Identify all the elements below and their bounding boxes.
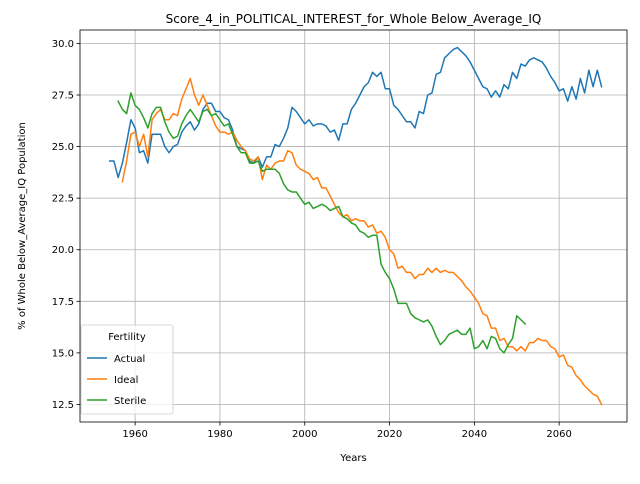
x-tick-label: 2060 <box>546 429 571 440</box>
series-line-sterile <box>117 92 527 354</box>
legend-items: Actual Ideal Sterile <box>87 354 146 407</box>
y-tick-label: 12.5 <box>52 400 74 411</box>
y-tick-label: 20.0 <box>52 245 74 256</box>
legend-label-actual: Actual <box>114 354 145 365</box>
axis-ticks: 1960 1980 2000 2020 2040 2060 12.5 15.0 17.5 20.0… <box>52 39 572 440</box>
legend-title: Fertility <box>108 332 146 343</box>
x-tick-label: 1980 <box>207 429 232 440</box>
y-tick-label: 22.5 <box>52 194 74 205</box>
series-line-actual <box>108 46 603 179</box>
chart-title: Score_4_in_POLITICAL_INTEREST_for_Whole … <box>166 12 542 26</box>
series-line-ideal <box>121 77 603 406</box>
legend-label-ideal: Ideal <box>114 375 138 386</box>
x-axis-label: Years <box>339 453 366 464</box>
x-tick-label: 2040 <box>462 429 487 440</box>
plot-frame <box>79 29 628 423</box>
series-lines <box>108 46 603 406</box>
y-tick-label: 25.0 <box>52 142 74 153</box>
x-tick-label: 1960 <box>122 429 147 440</box>
y-tick-label: 15.0 <box>52 348 74 359</box>
legend-label-sterile: Sterile <box>114 396 146 407</box>
legend-box <box>80 324 174 415</box>
y-tick-label: 27.5 <box>52 90 74 101</box>
y-tick-label: 30.0 <box>52 39 74 50</box>
y-axis-label: % of Whole Below_Average_IQ Population <box>17 122 28 330</box>
legend: Fertility Actual Ideal Sterile <box>80 324 174 415</box>
y-tick-label: 17.5 <box>52 297 74 308</box>
x-tick-label: 2020 <box>377 429 402 440</box>
x-tick-label: 2000 <box>292 429 317 440</box>
